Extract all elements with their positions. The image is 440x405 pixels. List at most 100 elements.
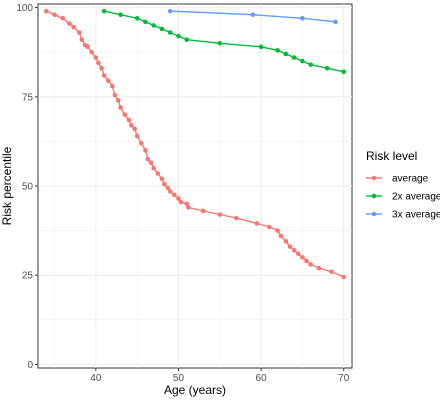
x-tick-label: 50 — [173, 373, 185, 384]
data-point-average — [77, 30, 82, 35]
data-point-average — [129, 123, 134, 128]
data-point-average — [115, 98, 121, 103]
data-point-average — [151, 165, 156, 171]
data-point-average — [101, 73, 107, 78]
x-axis-title: Age (years) — [164, 383, 226, 397]
data-point-average — [267, 224, 272, 230]
x-tick-label: 60 — [256, 373, 268, 384]
data-point-average — [85, 44, 90, 50]
data-point-3x-average — [167, 8, 173, 14]
x-tick-label: 70 — [338, 373, 350, 384]
data-point-average — [283, 239, 289, 244]
data-point-average — [132, 126, 137, 132]
data-point-2x-average — [300, 58, 305, 64]
data-point-average — [300, 255, 305, 260]
series-layer — [43, 8, 347, 280]
legend-key-point-2x-average — [371, 193, 377, 199]
legend-label-3x-average: 3x average — [392, 210, 440, 221]
data-point-average — [178, 199, 184, 205]
grid-major — [38, 4, 352, 368]
data-point-average — [341, 274, 347, 280]
y-axis-title: Risk percentile — [0, 146, 14, 225]
data-point-average — [162, 181, 167, 187]
data-point-average — [172, 192, 177, 198]
data-point-average — [316, 265, 322, 271]
y-tick-label: 100 — [16, 3, 33, 14]
data-point-average — [67, 21, 72, 26]
data-point-2x-average — [217, 40, 223, 46]
data-point-average — [96, 60, 101, 66]
data-point-average — [155, 171, 161, 176]
data-point-2x-average — [101, 8, 107, 14]
data-point-average — [143, 148, 148, 153]
y-tick-label: 25 — [22, 271, 34, 282]
y-tick-label: 75 — [22, 92, 34, 103]
data-point-3x-average — [333, 19, 338, 25]
data-point-average — [126, 117, 132, 123]
data-point-average — [184, 201, 190, 207]
data-point-average — [112, 92, 118, 98]
data-point-average — [275, 228, 280, 233]
data-point-average — [287, 244, 293, 249]
ticks-layer: 40 50 60 70 0 25 50 75 100 — [16, 3, 349, 384]
legend-title: Risk level — [366, 149, 417, 163]
data-point-average — [200, 208, 206, 214]
data-point-average — [138, 140, 144, 146]
data-point-average — [122, 112, 128, 117]
y-tick-label: 0 — [27, 360, 33, 371]
data-point-average — [105, 78, 111, 84]
data-point-2x-average — [283, 51, 289, 57]
data-point-average — [217, 212, 223, 217]
data-point-average — [110, 83, 115, 89]
data-point-average — [291, 247, 297, 253]
data-point-2x-average — [258, 44, 264, 50]
series-line-3x-average — [170, 10, 336, 23]
data-point-2x-average — [184, 37, 190, 42]
data-point-average — [295, 251, 301, 257]
data-point-average — [118, 105, 123, 110]
data-point-average — [329, 269, 334, 274]
data-point-average — [308, 262, 313, 267]
legend-key-point-3x-average — [371, 211, 377, 217]
data-point-average — [79, 37, 85, 42]
data-point-2x-average — [167, 30, 173, 35]
data-point-average — [134, 133, 140, 139]
data-point-average — [148, 160, 154, 166]
data-point-2x-average — [118, 12, 123, 18]
data-point-average — [186, 205, 191, 210]
data-point-average — [52, 12, 57, 18]
x-tick-label: 40 — [90, 373, 102, 384]
data-point-2x-average — [291, 55, 297, 60]
grid-minor — [38, 4, 352, 368]
data-point-2x-average — [324, 65, 330, 71]
data-point-average — [99, 65, 104, 71]
data-point-2x-average — [159, 26, 165, 32]
data-point-3x-average — [250, 12, 256, 18]
data-point-average — [43, 8, 49, 14]
data-point-3x-average — [300, 15, 305, 21]
data-point-average — [71, 24, 76, 30]
data-point-average — [176, 196, 181, 201]
data-point-average — [167, 189, 173, 194]
data-point-2x-average — [151, 23, 156, 28]
data-point-2x-average — [308, 62, 313, 67]
data-point-average — [89, 49, 95, 55]
data-point-average — [234, 215, 239, 221]
legend-label-average: average — [392, 174, 429, 185]
data-point-2x-average — [176, 33, 181, 39]
y-tick-label: 50 — [22, 182, 34, 193]
data-point-average — [93, 55, 99, 60]
data-point-2x-average — [143, 19, 148, 25]
legend-label-2x-average: 2x average — [392, 192, 440, 203]
data-point-2x-average — [341, 69, 347, 75]
data-point-average — [278, 233, 284, 239]
data-point-average — [145, 156, 151, 162]
data-point-2x-average — [134, 15, 140, 21]
data-point-2x-average — [275, 48, 280, 53]
data-point-average — [60, 15, 66, 21]
data-point-average — [254, 221, 260, 226]
data-point-average — [159, 176, 165, 182]
legend: average 2x average 3x average — [366, 174, 440, 221]
